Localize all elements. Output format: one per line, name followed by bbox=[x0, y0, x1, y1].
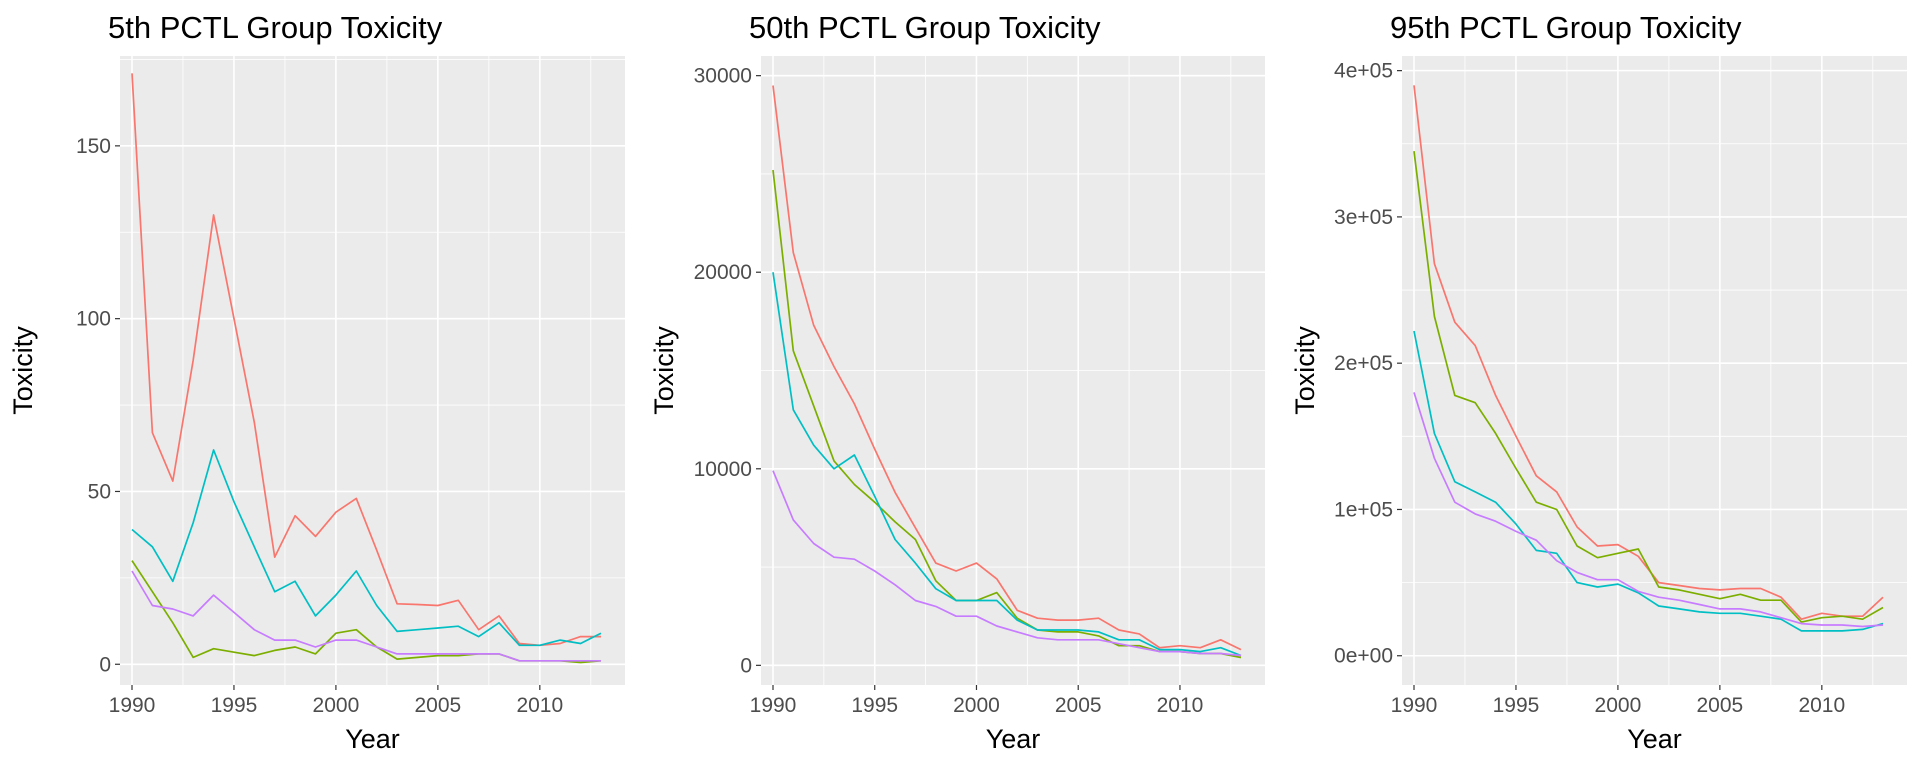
x-tick-label: 2010 bbox=[1157, 694, 1204, 717]
series-line-4 bbox=[772, 470, 1242, 657]
y-tick-label: 150 bbox=[76, 135, 111, 158]
x-tick-label: 2000 bbox=[953, 694, 1000, 717]
series-line-3 bbox=[131, 449, 602, 647]
y-tick-label: 100 bbox=[76, 308, 111, 331]
series-line-3 bbox=[1413, 330, 1884, 632]
x-tick-label: 1995 bbox=[851, 694, 898, 717]
x-tick-label: 1995 bbox=[1493, 694, 1540, 717]
x-tick-label: 1995 bbox=[211, 694, 258, 717]
y-tick-label: 50 bbox=[88, 480, 111, 503]
y-tick-label: 20000 bbox=[694, 261, 752, 284]
x-tick-label: 2010 bbox=[1798, 694, 1845, 717]
x-axis-title: Year bbox=[986, 724, 1041, 754]
y-tick-label: 0 bbox=[740, 654, 752, 677]
chart-title: 5th PCTL Group Toxicity bbox=[108, 10, 443, 45]
series-line-2 bbox=[1413, 150, 1884, 623]
x-tick-label: 1990 bbox=[750, 694, 797, 717]
series-line-1 bbox=[131, 73, 601, 647]
x-tick-label: 2010 bbox=[516, 694, 563, 717]
plot-background bbox=[1402, 56, 1907, 685]
y-tick-label: 2e+05 bbox=[1334, 352, 1393, 375]
series-line-3 bbox=[772, 272, 1242, 657]
x-tick-label: 1990 bbox=[109, 694, 156, 717]
x-tick-label: 2005 bbox=[1697, 694, 1744, 717]
x-tick-label: 2005 bbox=[1055, 694, 1102, 717]
chart-panel-1: 0 50 100 150 1990 1995 2000 2005 2010 5th PCTL Gr… bbox=[8, 10, 625, 754]
y-tick-label: 1e+05 bbox=[1334, 498, 1393, 521]
chart-title: 50th PCTL Group Toxicity bbox=[749, 10, 1101, 45]
series-line-4 bbox=[1413, 392, 1884, 628]
y-tick-label: 30000 bbox=[694, 65, 752, 88]
chart-title: 95th PCTL Group Toxicity bbox=[1390, 10, 1742, 45]
y-tick-label: 10000 bbox=[694, 458, 752, 481]
y-tick-label: 3e+05 bbox=[1334, 206, 1393, 229]
y-tick-label: 4e+05 bbox=[1334, 60, 1393, 83]
y-axis-title: Toxicity bbox=[1290, 326, 1320, 415]
y-tick-label: 0 bbox=[99, 653, 111, 676]
x-tick-label: 2000 bbox=[313, 694, 360, 717]
plot-background bbox=[120, 56, 625, 685]
series-line-4 bbox=[131, 570, 601, 662]
x-tick-label: 2000 bbox=[1595, 694, 1642, 717]
x-tick-label: 2005 bbox=[415, 694, 462, 717]
chart-panel-2: 0 10000 20000 30000 1990 1995 2000 2005 2010 50th… bbox=[649, 10, 1265, 754]
x-tick-label: 1990 bbox=[1391, 694, 1438, 717]
chart-panel-3: 0e+00 1e+05 2e+05 3e+05 4e+05 1990 1995 2000 200… bbox=[1290, 10, 1907, 754]
x-axis-title: Year bbox=[345, 724, 400, 754]
series-line-1 bbox=[772, 85, 1242, 651]
y-axis-title: Toxicity bbox=[649, 326, 679, 415]
x-axis-title: Year bbox=[1627, 724, 1682, 754]
y-axis-title: Toxicity bbox=[8, 326, 38, 415]
y-tick-label: 0e+00 bbox=[1334, 645, 1393, 668]
